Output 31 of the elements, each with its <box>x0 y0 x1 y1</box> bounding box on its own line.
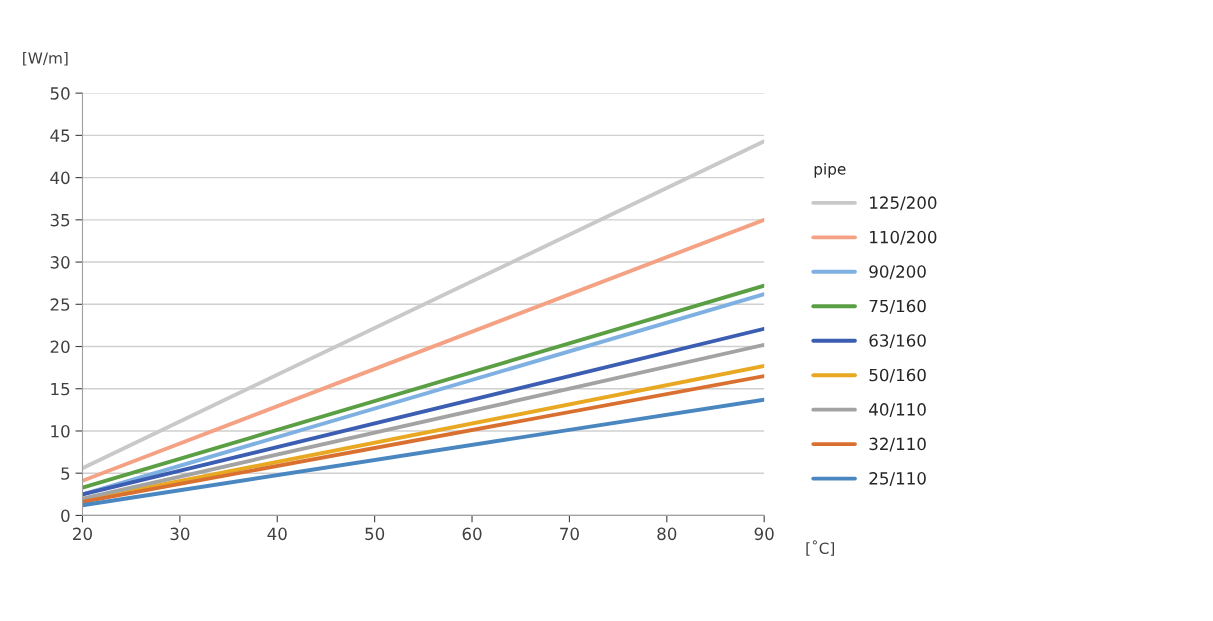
x-tick-label: 40 <box>267 527 287 541</box>
legend-label: 125/200 <box>870 196 937 211</box>
legend-label: 32/110 <box>869 437 926 452</box>
legend-label: 90/200 <box>869 265 926 280</box>
legend-title: pipe <box>814 162 846 178</box>
y-axis-title: [W/m] <box>23 51 68 66</box>
x-axis-title: [˚C] <box>806 540 835 556</box>
legend-label: 110/200 <box>870 230 937 245</box>
x-tick-label: 70 <box>560 527 579 541</box>
y-tick-label: 15 <box>51 382 70 396</box>
legend-label: 75/160 <box>869 299 926 314</box>
y-tick-label: 30 <box>50 256 70 269</box>
legend-label: 40/110 <box>869 403 926 418</box>
x-tick-label: 90 <box>754 527 774 541</box>
x-tick-label: 80 <box>657 527 677 541</box>
y-tick-label: 35 <box>50 213 70 227</box>
x-tick-label: 60 <box>462 527 482 541</box>
y-tick-label: 50 <box>50 87 70 100</box>
legend-label: 25/110 <box>869 472 926 486</box>
legend-label: 50/160 <box>869 368 926 383</box>
y-tick-label: 45 <box>50 129 70 142</box>
y-tick-label: 5 <box>61 467 70 480</box>
y-tick-label: 20 <box>50 340 70 354</box>
y-tick-label: 10 <box>51 424 70 438</box>
y-tick-label: 40 <box>50 171 70 185</box>
x-tick-label: 30 <box>170 527 190 541</box>
y-tick-label: 0 <box>61 509 70 522</box>
y-tick-label: 25 <box>50 298 70 311</box>
x-tick-label: 50 <box>365 527 385 541</box>
legend-label: 63/160 <box>869 334 926 349</box>
x-tick-label: 20 <box>73 527 92 541</box>
